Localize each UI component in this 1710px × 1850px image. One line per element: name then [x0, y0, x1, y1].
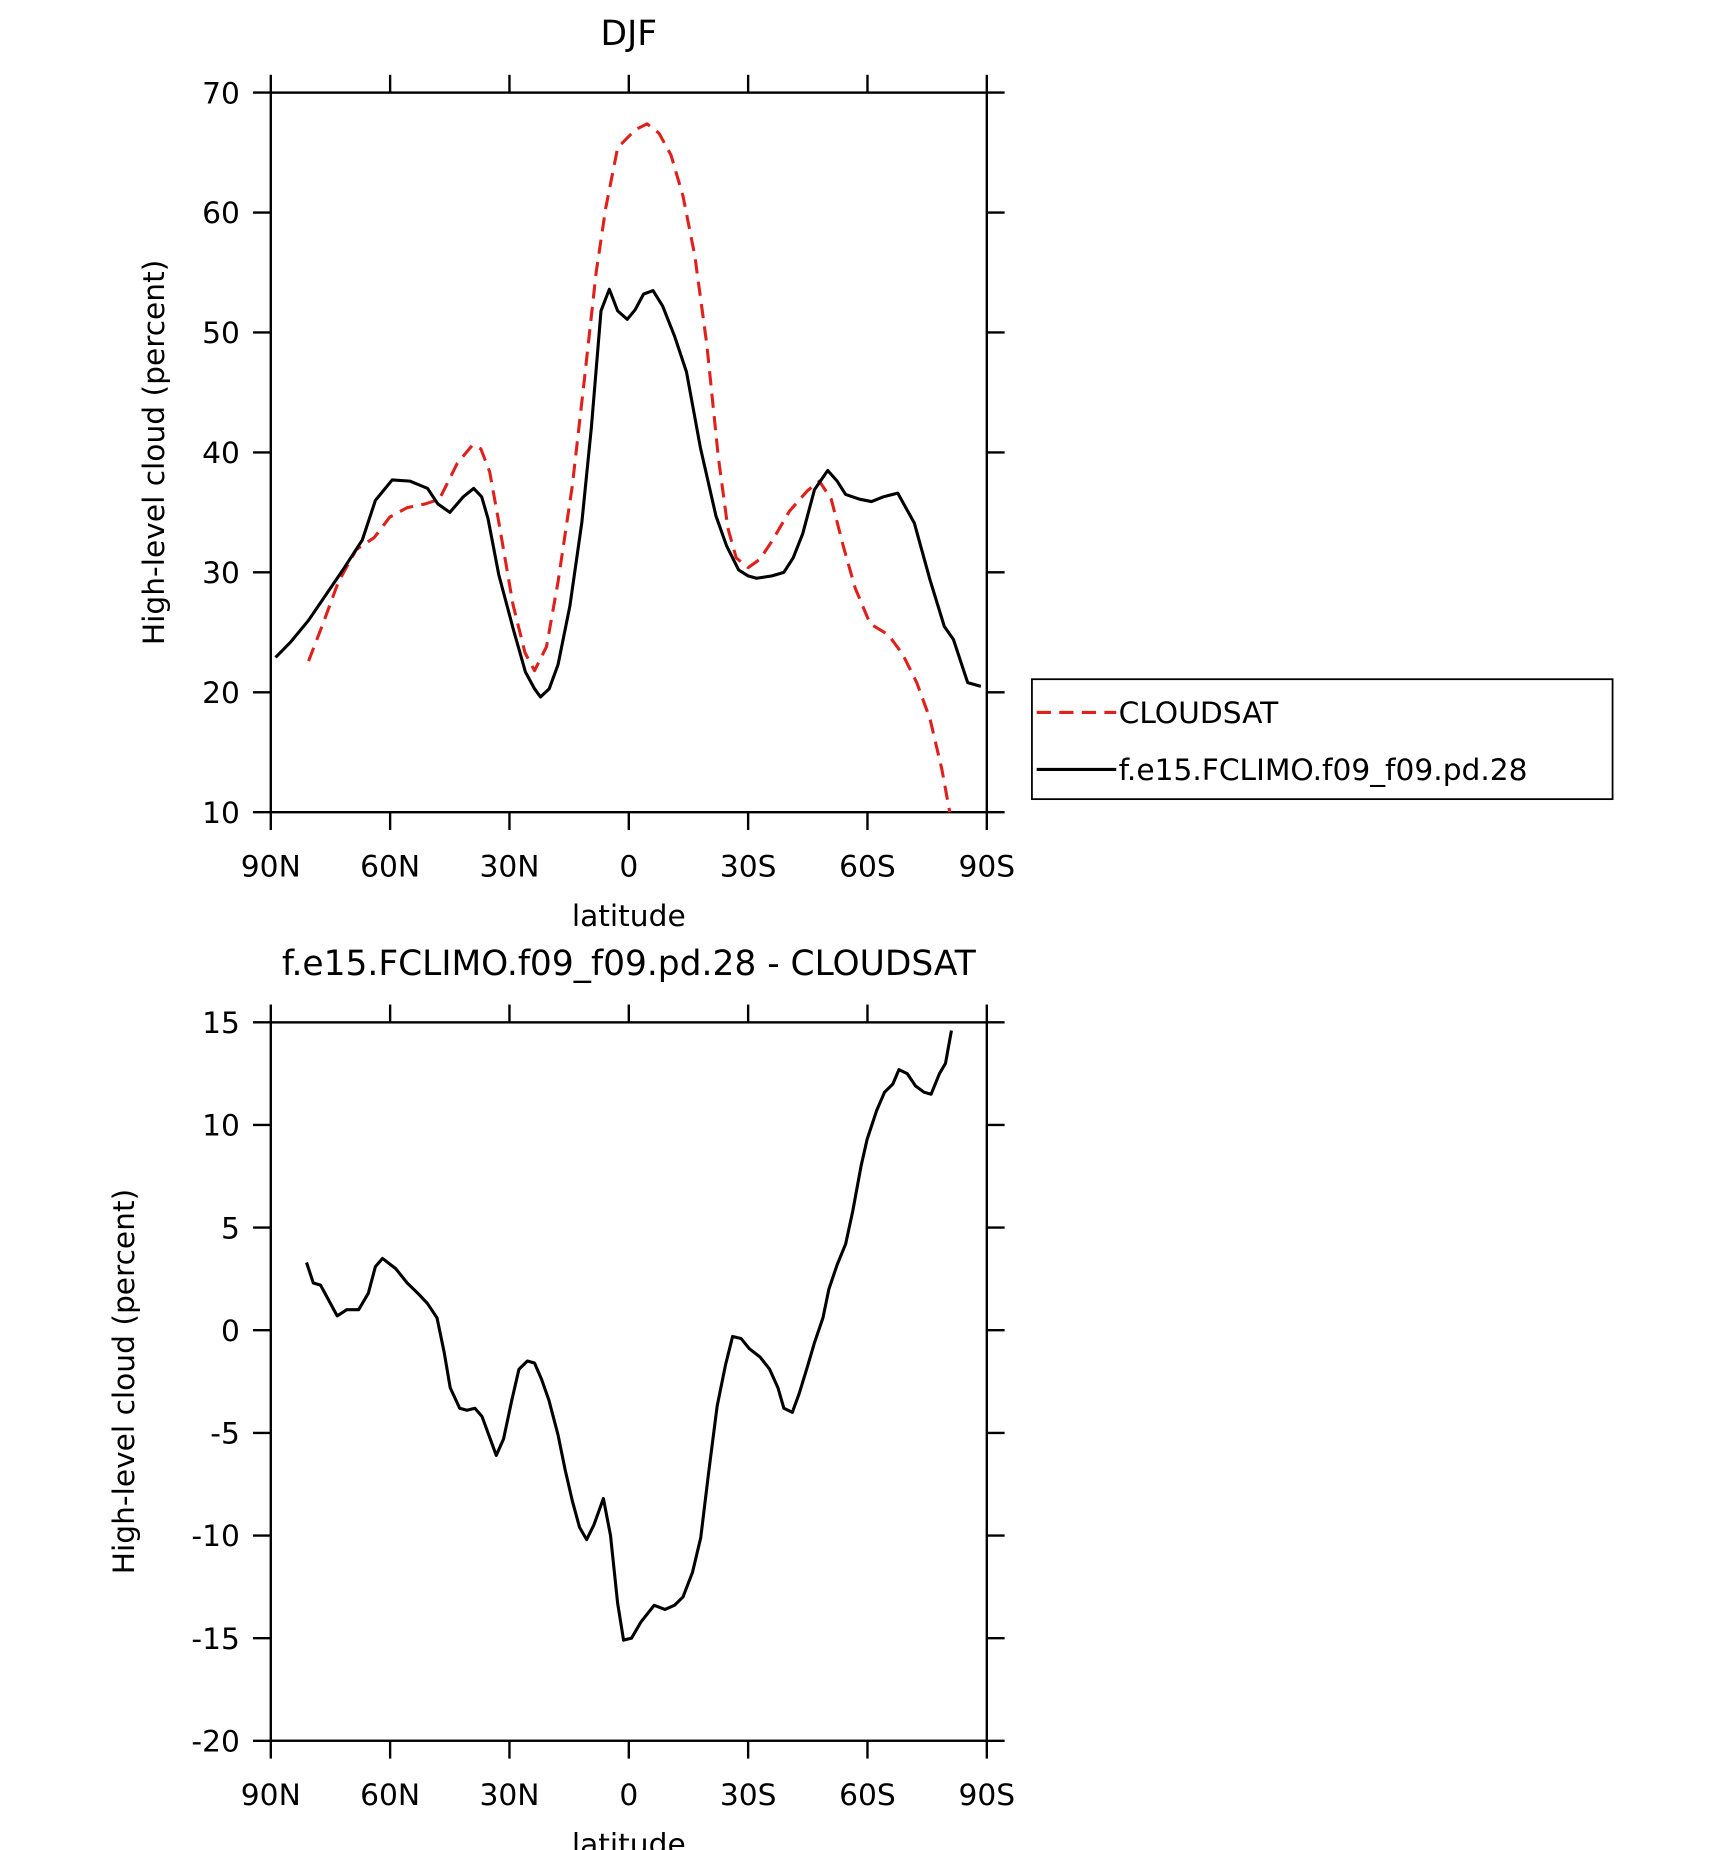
- y-tick-label: 0: [221, 1313, 240, 1348]
- x-tick-label: 0: [619, 848, 638, 883]
- y-tick-label: -5: [210, 1416, 240, 1451]
- plot: DJF latitude High-level cloud (percent) 90N…: [136, 14, 1015, 933]
- chart-title: DJF: [601, 14, 657, 54]
- y-axis-label: High-level cloud (percent): [106, 1189, 141, 1574]
- y-tick-label: -20: [191, 1723, 239, 1758]
- legend-label: CLOUDSAT: [1119, 695, 1279, 730]
- x-axis-label: latitude: [572, 898, 686, 933]
- x-tick-label: 60S: [839, 1777, 896, 1812]
- x-tick-label: 60S: [839, 848, 896, 883]
- y-tick-label: 15: [202, 1005, 240, 1040]
- y-tick-label: 60: [202, 195, 240, 230]
- x-tick-label: 30N: [479, 848, 539, 883]
- chart-title: f.e15.FCLIMO.f09_f09.pd.28 - CLOUDSAT: [282, 944, 977, 984]
- y-tick-label: 70: [202, 75, 240, 110]
- x-tick-label: 90N: [241, 1777, 301, 1812]
- y-tick-label: 40: [202, 435, 240, 470]
- y-axis-label: High-level cloud (percent): [136, 260, 171, 645]
- x-tick-label: 0: [619, 1777, 638, 1812]
- legend-box: [1031, 678, 1614, 801]
- y-tick-label: 5: [221, 1210, 240, 1245]
- plot-frame: [269, 91, 988, 814]
- y-tick-label: 10: [202, 795, 240, 830]
- x-tick-label: 30S: [720, 1777, 777, 1812]
- x-axis-label: latitude: [572, 1827, 686, 1850]
- y-tick-label: 30: [202, 555, 240, 590]
- y-tick-label: 50: [202, 315, 240, 350]
- y-tick-label: -15: [191, 1621, 239, 1656]
- legend-label: f.e15.FCLIMO.f09_f09.pd.28: [1119, 752, 1528, 787]
- x-tick-label: 90S: [959, 848, 1016, 883]
- y-tick-label: 20: [202, 675, 240, 710]
- x-tick-label: 30S: [720, 848, 777, 883]
- x-tick-label: 60N: [360, 848, 420, 883]
- plot: f.e15.FCLIMO.f09_f09.pd.28 - CLOUDSAT lat…: [106, 944, 1015, 1850]
- data-line: [307, 122, 952, 813]
- y-tick-label: -10: [191, 1518, 239, 1553]
- x-tick-label: 30N: [479, 1777, 539, 1812]
- legend: CLOUDSAT f.e15.FCLIMO.f09_f09.pd.28: [1031, 678, 1614, 801]
- x-tick-label: 90S: [959, 1777, 1016, 1812]
- data-line: [305, 1030, 953, 1642]
- data-line: [274, 287, 982, 699]
- x-tick-label: 60N: [360, 1777, 420, 1812]
- x-tick-label: 90N: [241, 848, 301, 883]
- plot-frame: [269, 1021, 988, 1742]
- y-tick-label: 10: [202, 1108, 240, 1143]
